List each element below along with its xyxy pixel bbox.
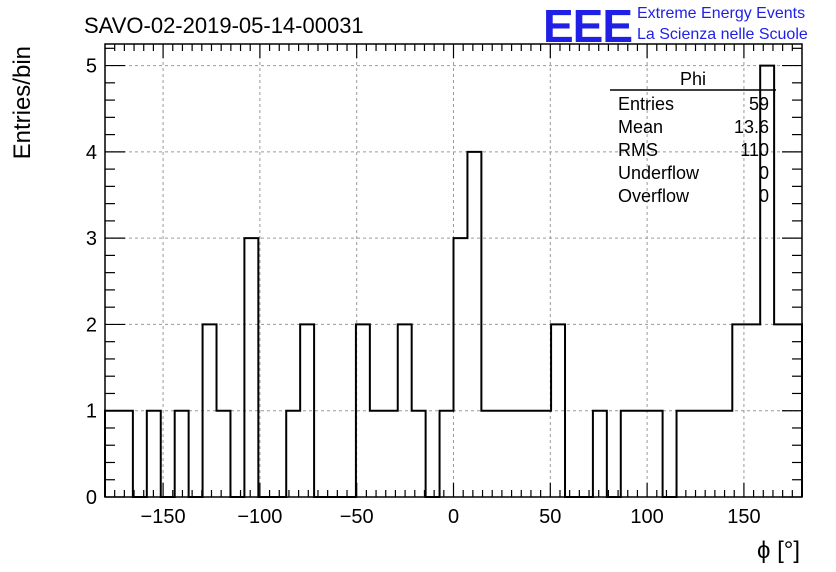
x-tick-labels: −150 −100 −50 0 50 100 150 [141, 506, 761, 528]
eee-logo: EEE Extreme Energy Events La Scienza nel… [543, 0, 808, 52]
x-tick-label: 0 [448, 506, 459, 528]
x-tick-label: −100 [237, 506, 282, 528]
x-tick-label: 100 [630, 506, 663, 528]
stats-value-overflow: 0 [759, 186, 769, 206]
y-tick-label: 5 [86, 56, 97, 78]
x-tick-label: 50 [539, 506, 561, 528]
x-tick-label: −150 [141, 506, 186, 528]
stats-value-mean: 13.6 [734, 117, 769, 137]
axis-ticks [105, 44, 802, 498]
y-tick-label: 2 [86, 314, 97, 336]
logo-line-1: Extreme Energy Events [637, 5, 805, 22]
y-tick-label: 0 [86, 487, 97, 509]
stats-name: Phi [680, 69, 706, 89]
stats-value-entries: 59 [749, 94, 769, 114]
chart-title: SAVO-02-2019-05-14-00031 [84, 13, 364, 38]
stats-label-overflow: Overflow [618, 186, 690, 206]
x-axis-label: ϕ [°] [757, 537, 800, 564]
stats-label-rms: RMS [618, 140, 658, 160]
x-tick-label: −50 [340, 506, 374, 528]
stats-label-entries: Entries [618, 94, 674, 114]
x-tick-label: 150 [727, 506, 760, 528]
y-tick-label: 3 [86, 228, 97, 250]
stats-box: Phi Entries 59 Mean 13.6 RMS 110 Underfl… [610, 69, 776, 206]
stats-value-rms: 110 [740, 140, 769, 160]
y-axis-label: Entries/bin [9, 46, 36, 159]
y-tick-label: 4 [86, 142, 97, 164]
y-tick-label: 1 [86, 401, 97, 423]
stats-label-mean: Mean [618, 117, 663, 137]
stats-label-underflow: Underflow [618, 163, 700, 183]
logo-line-2: La Scienza nelle Scuole [637, 26, 808, 43]
y-tick-labels: 0 1 2 3 4 5 [86, 56, 97, 509]
stats-value-underflow: 0 [759, 163, 769, 183]
